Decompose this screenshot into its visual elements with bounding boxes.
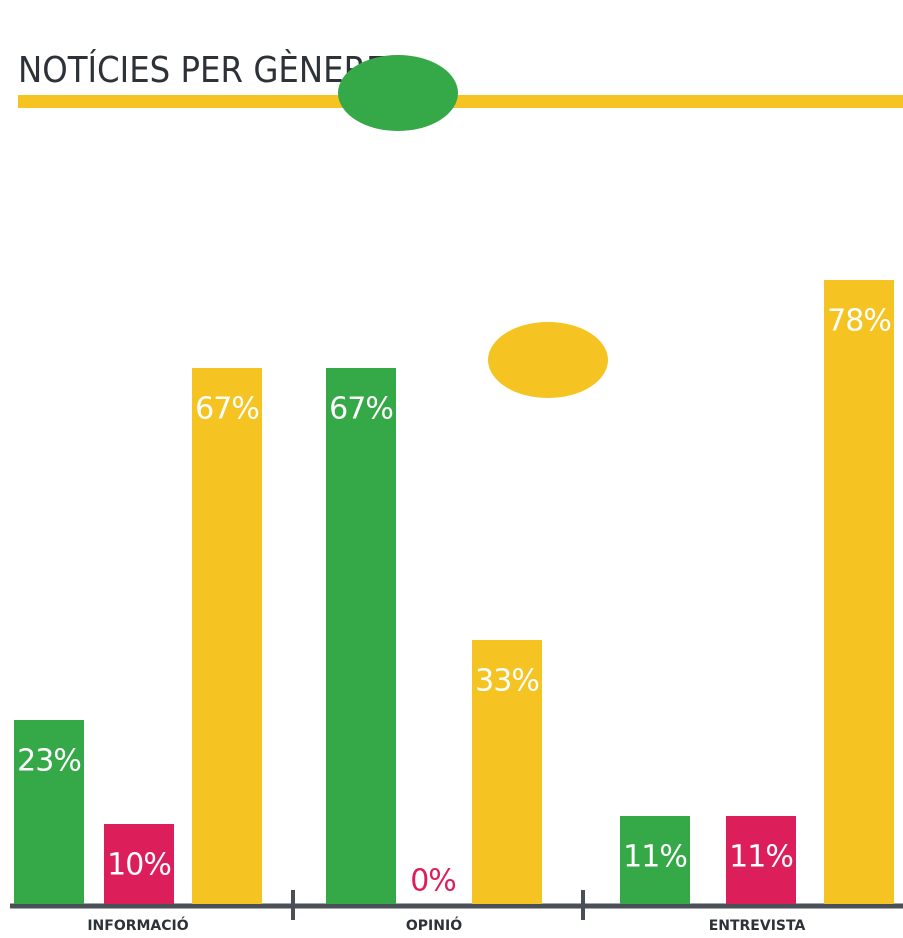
bar xyxy=(726,816,796,904)
value-label: 11% xyxy=(729,840,793,875)
bar xyxy=(824,280,894,904)
value-label: 33% xyxy=(475,664,539,699)
value-label: 11% xyxy=(623,840,687,875)
chart-title: NOTÍCIES PER GÈNERE xyxy=(18,48,387,91)
value-label: 10% xyxy=(107,848,171,883)
value-label: 23% xyxy=(17,744,81,779)
value-label: 67% xyxy=(329,392,393,427)
bar xyxy=(472,640,542,904)
bar xyxy=(192,368,262,904)
value-label: 78% xyxy=(827,304,891,339)
speech-bubble xyxy=(488,322,608,398)
bar xyxy=(104,824,174,904)
bar xyxy=(14,720,84,904)
value-label: 67% xyxy=(195,392,259,427)
value-label: 0% xyxy=(410,864,456,899)
x-tick-label: ENTREVISTA xyxy=(709,918,806,934)
speech-bubble xyxy=(338,55,458,131)
bar xyxy=(620,816,690,904)
bar xyxy=(326,368,396,904)
title-band xyxy=(18,95,903,108)
x-tick-label: INFORMACIÓ xyxy=(87,916,188,934)
x-tick-label: OPINIÓ xyxy=(406,916,462,934)
